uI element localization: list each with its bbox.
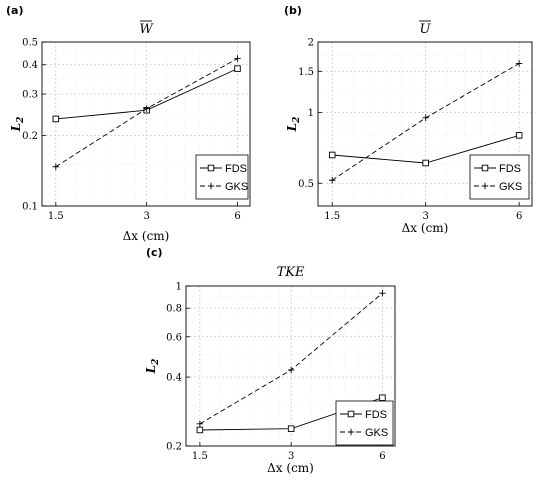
y-tick-label: 1.5	[298, 67, 314, 78]
legend: FDS GKS	[335, 400, 394, 446]
y-tick-label: 0.4	[166, 373, 182, 384]
y-tick-label: 0.6	[166, 332, 182, 343]
legend-label-fds: FDS	[365, 409, 387, 421]
y-tick-label: 0.3	[22, 90, 38, 101]
y-tick-label: 0.5	[298, 179, 314, 190]
legend-marker-fds	[481, 164, 489, 172]
legend-label-gks: GKS	[499, 181, 522, 193]
legend: FDS GKS	[469, 154, 530, 200]
marker-gks	[515, 60, 523, 67]
x-tick-label: 3	[422, 211, 428, 222]
y-axis-label-sub: 2	[292, 117, 302, 124]
legend-marker-gks	[207, 182, 215, 190]
x-tick-label: 3	[288, 451, 294, 462]
x-axis-label: Δx (cm)	[267, 461, 314, 475]
marker-fds	[515, 132, 523, 139]
marker-fds	[287, 425, 295, 432]
legend: FDS GKS	[195, 154, 249, 200]
y-axis-label-main: L	[285, 123, 299, 132]
legend-box	[195, 154, 249, 200]
y-tick-label: 0.2	[166, 442, 182, 453]
y-tick-label: 0.2	[22, 131, 38, 142]
plot-frame	[41, 41, 251, 207]
marker-gks	[422, 114, 429, 122]
legend-label-gks: GKS	[365, 427, 388, 439]
y-axis-label-sub: 2	[151, 359, 161, 366]
x-tick-label: 3	[143, 211, 149, 222]
x-tick-label: 1.5	[324, 211, 340, 222]
marker-gks	[143, 105, 150, 112]
plot-frame	[317, 41, 533, 207]
marker-fds	[52, 115, 60, 123]
y-tick-label: 0.8	[166, 304, 182, 315]
y-axis-label-main: L	[144, 365, 158, 374]
legend-label-fds: FDS	[225, 163, 247, 175]
chart-title: U	[420, 22, 432, 37]
legend-label-fds: FDS	[499, 163, 521, 175]
panel-label: (a)	[6, 4, 23, 17]
x-tick-label: 6	[516, 211, 522, 222]
y-axis-label-main: L	[9, 123, 23, 132]
x-tick-label: 6	[379, 451, 385, 462]
legend-box	[335, 400, 394, 446]
y-tick-label: 1	[308, 108, 314, 119]
chart-title: W	[139, 22, 154, 37]
marker-fds	[379, 394, 386, 401]
panel-label: (c)	[146, 246, 163, 259]
marker-fds	[328, 151, 336, 159]
marker-fds	[422, 159, 429, 167]
legend-marker-gks	[481, 182, 489, 190]
legend-marker-fds	[207, 164, 215, 172]
panel-a: 1.5 3 6 0.1 0.2 0.3 0.4 0.5 FDS GKS (a) W Δx (cm) L2	[6, 4, 251, 243]
marker-gks	[287, 366, 295, 374]
plot-frame	[185, 285, 396, 447]
y-axis-label-sub: 2	[16, 117, 26, 124]
x-axis-label: Δx (cm)	[123, 229, 170, 243]
x-axis-label: Δx (cm)	[402, 221, 449, 235]
y-tick-label: 2	[308, 38, 314, 49]
marker-gks	[196, 420, 204, 428]
legend-box	[469, 154, 530, 200]
y-axis-label: L2	[144, 359, 161, 375]
x-tick-label: 1.5	[48, 211, 64, 222]
marker-fds	[196, 426, 204, 434]
legend-marker-gks	[347, 428, 355, 436]
marker-gks	[329, 177, 336, 184]
legend-marker-fds	[347, 410, 355, 418]
y-tick-label: 0.4	[22, 60, 38, 71]
chart-title: TKE	[277, 265, 305, 280]
marker-gks	[234, 55, 241, 62]
marker-gks	[52, 163, 60, 170]
x-tick-label: 6	[234, 211, 240, 222]
y-axis-label: L2	[285, 117, 302, 133]
y-tick-label: 0.1	[22, 202, 38, 213]
marker-gks	[379, 290, 386, 297]
y-tick-label: 1	[176, 282, 182, 293]
y-axis-label: L2	[9, 117, 26, 133]
legend-label-gks: GKS	[225, 181, 248, 193]
marker-fds	[234, 65, 241, 72]
panel-c: 1.5 3 6 0.2 0.4 0.6 0.8 1 FDS GKS (c) TKE Δx (cm) L2	[144, 246, 396, 475]
x-tick-label: 1.5	[192, 451, 208, 462]
panel-label: (b)	[284, 4, 302, 17]
y-tick-label: 0.5	[22, 38, 38, 49]
